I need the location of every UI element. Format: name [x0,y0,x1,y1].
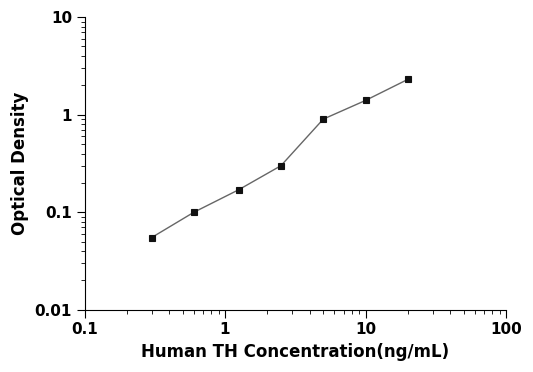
Y-axis label: Optical Density: Optical Density [11,92,29,235]
X-axis label: Human TH Concentration(ng/mL): Human TH Concentration(ng/mL) [141,343,449,361]
